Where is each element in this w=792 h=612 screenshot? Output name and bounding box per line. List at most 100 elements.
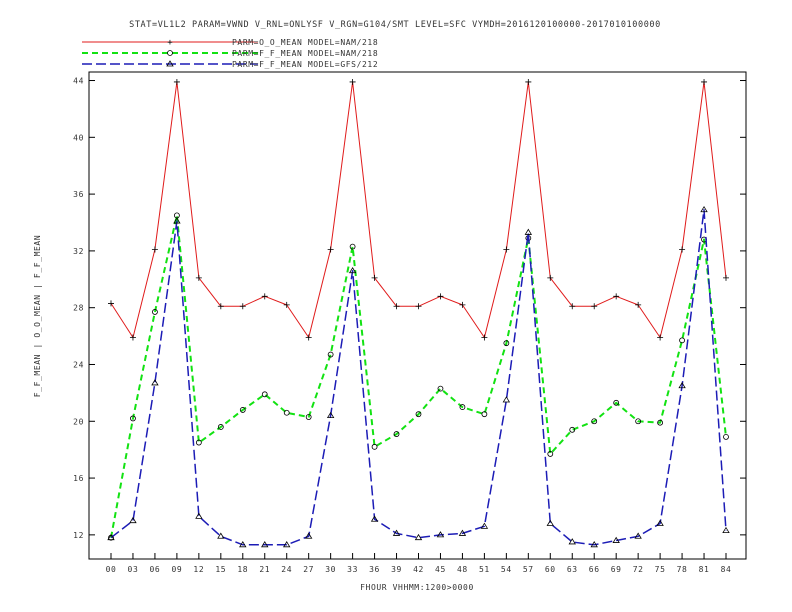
x-tick-label: 00 (106, 565, 117, 574)
data-point (151, 246, 158, 253)
x-tick-label: 09 (171, 565, 182, 574)
x-tick-label: 48 (457, 565, 468, 574)
data-point (130, 415, 136, 422)
data-point (261, 541, 269, 548)
x-tick-label: 27 (303, 565, 314, 574)
data-point (217, 303, 224, 310)
data-point (546, 519, 554, 526)
data-point (502, 396, 511, 403)
data-point (283, 301, 290, 308)
data-point (525, 78, 532, 85)
x-tick-label: 15 (215, 565, 226, 574)
data-point (239, 541, 247, 548)
data-point (152, 309, 158, 315)
data-point (173, 217, 181, 224)
series-line (110, 214, 727, 538)
legend-marker (167, 50, 173, 56)
data-point (392, 529, 401, 536)
data-point (678, 382, 686, 389)
x-tick-label: 36 (369, 565, 380, 574)
data-point (217, 532, 225, 539)
data-point (283, 541, 291, 548)
legend: + PARM=O_O_MEAN MODEL=NAM/218 PARM=F_F_M… (82, 38, 378, 69)
x-tick-label: 03 (128, 565, 139, 574)
data-point (129, 334, 136, 341)
data-point (590, 541, 598, 548)
data-point (349, 243, 356, 250)
data-point (327, 351, 334, 358)
x-tick-label: 75 (655, 565, 666, 574)
data-point (480, 522, 489, 529)
legend-marker: + (167, 38, 173, 48)
legend-label: PARM=F_F_MEAN MODEL=GFS/212 (232, 60, 378, 69)
data-point (415, 411, 422, 418)
data-point (151, 379, 159, 386)
data-point (436, 531, 445, 538)
data-point (591, 418, 598, 425)
data-point (371, 274, 378, 281)
series-line (110, 208, 727, 546)
y-tick-label: 32 (73, 247, 84, 256)
data-point (635, 301, 642, 308)
x-axis-label: FHOUR VHHMM:1200>0000 (360, 583, 474, 592)
plot-frame (88, 71, 747, 560)
data-point (107, 533, 115, 541)
x-tick-label: 72 (633, 565, 644, 574)
x-tick-label: 18 (237, 565, 248, 574)
x-tick-label: 12 (193, 565, 204, 574)
data-point (195, 274, 202, 281)
data-point (481, 334, 488, 341)
y-axis: 12 16 20 24 28 32 36 40 44 (73, 77, 746, 540)
x-axis: 00 03 06 09 12 15 18 21 24 27 30 33 36 39 42 45 48 51 54 57… (106, 553, 732, 574)
legend-entry: + PARM=O_O_MEAN MODEL=NAM/218 (82, 38, 378, 48)
data-point (195, 512, 203, 519)
x-tick-label: 54 (501, 565, 512, 574)
x-tick-label: 81 (699, 565, 710, 574)
data-point (701, 78, 708, 85)
x-tick-label: 60 (545, 565, 556, 574)
data-point (722, 526, 730, 534)
x-tick-label: 06 (150, 565, 161, 574)
x-tick-label: 33 (347, 565, 358, 574)
x-tick-label: 21 (259, 565, 270, 574)
data-point (348, 266, 357, 274)
data-point (261, 391, 268, 398)
x-tick-label: 78 (677, 565, 688, 574)
x-tick-label: 84 (721, 565, 732, 574)
data-point (349, 78, 356, 85)
series-layer (107, 78, 730, 548)
data-point (635, 418, 642, 425)
data-point (437, 293, 444, 300)
data-point (679, 337, 685, 344)
data-point (327, 246, 334, 253)
data-point (723, 274, 729, 281)
data-point (305, 414, 312, 420)
x-tick-label: 51 (479, 565, 490, 574)
data-point (612, 536, 620, 543)
data-point (524, 228, 533, 235)
y-axis-label: F_F_MEAN | O_O_MEAN | F_F_MEAN (33, 235, 42, 398)
x-tick-label: 30 (325, 565, 336, 574)
data-point (283, 409, 290, 416)
data-point (129, 516, 137, 524)
x-tick-label: 57 (523, 565, 534, 574)
data-point (108, 300, 114, 307)
data-point (656, 519, 664, 526)
data-point (657, 419, 664, 426)
data-point (393, 431, 400, 437)
x-tick-label: 42 (413, 565, 424, 574)
data-point (569, 303, 576, 310)
data-point (591, 303, 598, 310)
data-point (458, 529, 467, 536)
data-point (568, 538, 576, 545)
y-tick-label: 40 (73, 133, 84, 142)
data-point (569, 426, 576, 433)
legend-marker (166, 60, 174, 67)
data-point (613, 293, 620, 300)
x-tick-label: 66 (589, 565, 600, 574)
data-point (370, 515, 379, 522)
data-point (239, 407, 246, 413)
x-tick-label: 63 (567, 565, 578, 574)
series-line (110, 81, 727, 338)
y-tick-label: 16 (73, 474, 84, 483)
